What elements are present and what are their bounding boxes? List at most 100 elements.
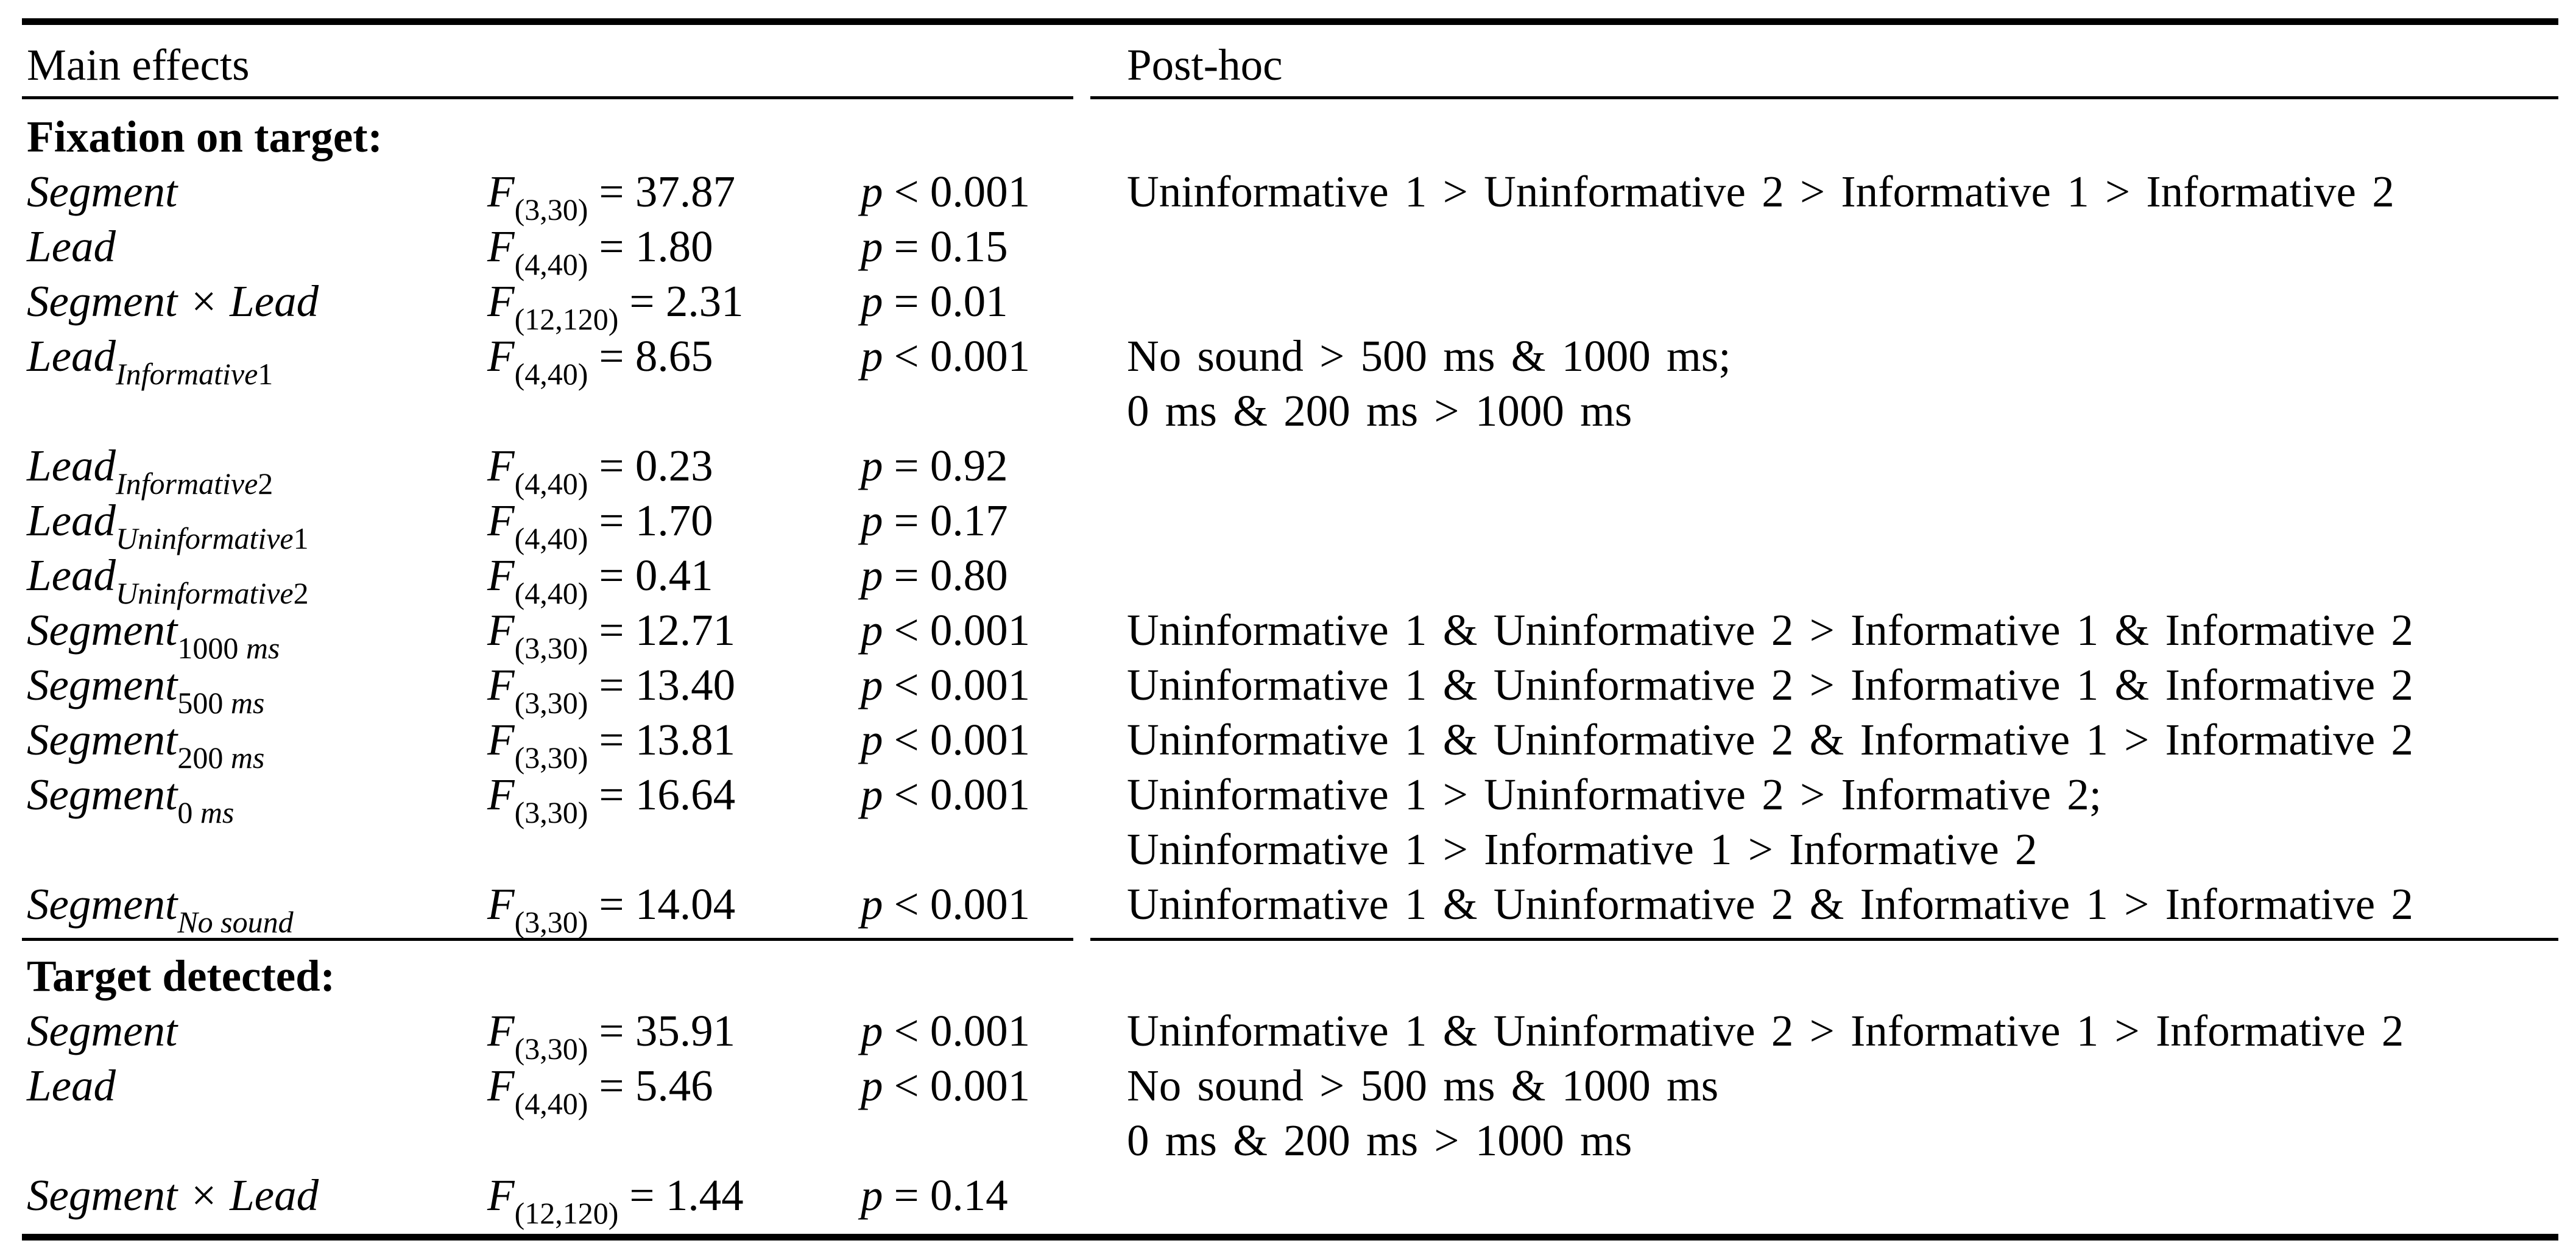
p-value: p < 0.001 [861, 660, 1127, 711]
effect-name: Segment [27, 715, 178, 764]
p-symbol: p [861, 551, 883, 600]
effect-subscript: ms [230, 740, 265, 775]
p-symbol: p [861, 167, 883, 216]
p-number: < 0.001 [894, 167, 1031, 216]
f-statistic: F(3,30) = 13.81 [487, 714, 861, 773]
section-title: Fixation on target: [27, 112, 383, 161]
f-statistic: F(4,40) = 1.80 [487, 221, 861, 280]
p-number: < 0.001 [894, 770, 1031, 819]
effect-name: Segment × Lead [27, 1170, 319, 1220]
bottom-rule [22, 1234, 2558, 1241]
p-value: p < 0.001 [861, 769, 1127, 820]
posthoc-text: Uninformative 1 & Uninformative 2 > Info… [1127, 660, 2413, 709]
effect-name: Segment [27, 770, 178, 819]
effect-label: Segment0 ms [27, 769, 487, 828]
effect-name: Lead [27, 551, 116, 600]
p-value: p < 0.001 [861, 1060, 1127, 1111]
effect-name: Segment [27, 167, 178, 216]
effect-subscript-num: 500 [177, 685, 231, 720]
section-title-row: Fixation on target: [0, 110, 2576, 164]
f-degrees: (3,30) [514, 1031, 588, 1066]
column-header-posthoc: Post-hoc [1127, 40, 1283, 90]
f-degrees: (4,40) [514, 466, 588, 501]
f-value: = 14.04 [599, 879, 736, 929]
posthoc-text: Uninformative 1 & Uninformative 2 & Info… [1127, 715, 2413, 764]
posthoc-text: Uninformative 1 > Informative 1 > Inform… [1127, 825, 2038, 874]
p-symbol: p [861, 222, 883, 271]
section-title: Target detected: [27, 951, 336, 1001]
f-statistic: F(4,40) = 0.41 [487, 550, 861, 608]
effect-name: Lead [27, 441, 116, 490]
effect-name: Lead [27, 331, 116, 381]
f-degrees: (3,30) [514, 795, 588, 829]
p-value: p < 0.001 [861, 1005, 1127, 1057]
header-rule-right [1090, 96, 2558, 99]
effect-label: SegmentNo sound [27, 879, 487, 937]
f-degrees: (3,30) [514, 904, 588, 939]
table-row: Segment500 ms F(3,30) = 13.40 p < 0.001 Un… [0, 658, 2576, 718]
p-value: p = 0.15 [861, 221, 1127, 272]
effect-subscript: ms [200, 795, 235, 829]
p-number: < 0.001 [894, 605, 1031, 655]
table-row: Segment × Lead F(12,120) = 2.31 p = 0.01 [0, 274, 2576, 334]
f-value: = 13.81 [599, 715, 736, 764]
f-symbol: F [487, 660, 515, 709]
p-value: p < 0.001 [861, 605, 1127, 656]
effect-subscript-index: 2 [293, 575, 309, 610]
p-symbol: p [861, 715, 883, 764]
f-degrees: (3,30) [514, 192, 588, 227]
section-target-detected: Target detected: Segment F(3,30) = 35.91 … [0, 949, 2576, 1228]
p-number: = 0.17 [894, 496, 1008, 545]
f-symbol: F [487, 496, 515, 545]
f-symbol: F [487, 605, 515, 655]
f-symbol: F [487, 1006, 515, 1055]
top-rule [22, 18, 2558, 25]
p-value: p = 0.17 [861, 495, 1127, 546]
f-statistic: F(3,30) = 35.91 [487, 1005, 861, 1064]
section-fixation-on-target: Fixation on target: Segment F(3,30) = 37.… [0, 110, 2576, 937]
f-value: = 1.80 [599, 222, 713, 271]
effect-subscript: No sound [177, 904, 294, 939]
table-row: Segment0 ms F(3,30) = 16.64 p < 0.001 Unin… [0, 767, 2576, 828]
effect-label: LeadInformative2 [27, 440, 487, 499]
p-symbol: p [861, 605, 883, 655]
f-value: = 1.44 [629, 1170, 744, 1220]
p-value: p = 0.80 [861, 550, 1127, 601]
p-value: p = 0.01 [861, 276, 1127, 327]
effect-name: Segment [27, 1006, 178, 1055]
p-symbol: p [861, 1006, 883, 1055]
f-statistic: F(3,30) = 16.64 [487, 769, 861, 828]
table-row: Segment1000 ms F(3,30) = 12.71 p < 0.001 U… [0, 603, 2576, 663]
f-statistic: F(12,120) = 1.44 [487, 1170, 861, 1228]
f-degrees: (12,120) [514, 301, 619, 336]
f-statistic: F(4,40) = 1.70 [487, 495, 861, 554]
f-symbol: F [487, 222, 515, 271]
table-row-continuation: 0 ms & 200 ms > 1000 ms [0, 384, 2576, 438]
effect-subscript-index: 2 [258, 466, 273, 501]
posthoc-text: Uninformative 1 & Uninformative 2 > Info… [1127, 605, 2413, 655]
p-number: = 0.80 [894, 551, 1008, 600]
p-symbol: p [861, 660, 883, 709]
effect-subscript-num: 1000 [177, 630, 246, 665]
effect-subscript: Informative [116, 356, 258, 391]
effect-name: Lead [27, 1061, 116, 1110]
posthoc-text: 0 ms & 200 ms > 1000 ms [1127, 1116, 1632, 1165]
effect-label: Lead [27, 221, 487, 272]
f-statistic: F(3,30) = 14.04 [487, 879, 861, 937]
f-value: = 0.23 [599, 441, 713, 490]
p-value: p < 0.001 [861, 879, 1127, 930]
posthoc-text: 0 ms & 200 ms > 1000 ms [1127, 386, 1632, 435]
f-degrees: (4,40) [514, 247, 588, 281]
effect-name: Segment × Lead [27, 276, 319, 326]
f-degrees: (3,30) [514, 630, 588, 665]
f-symbol: F [487, 1170, 515, 1220]
f-value: = 0.41 [599, 551, 713, 600]
effect-name: Segment [27, 879, 178, 929]
posthoc-text: No sound > 500 ms & 1000 ms [1127, 1061, 1719, 1110]
effect-label: Segment × Lead [27, 276, 487, 327]
f-statistic: F(4,40) = 5.46 [487, 1060, 861, 1119]
p-number: = 0.01 [894, 276, 1008, 326]
f-statistic: F(3,30) = 13.40 [487, 660, 861, 718]
table-row: LeadUninformative1 F(4,40) = 1.70 p = 0.17 [0, 493, 2576, 554]
